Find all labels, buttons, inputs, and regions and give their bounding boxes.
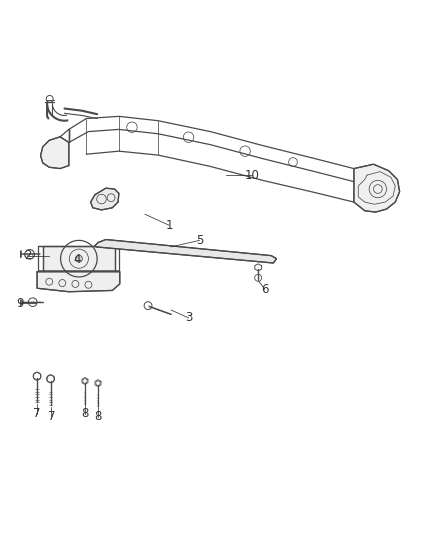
Text: 1: 1	[165, 219, 173, 232]
Text: 10: 10	[244, 168, 259, 182]
Text: 4: 4	[74, 254, 81, 266]
Text: 6: 6	[261, 282, 268, 296]
Text: 2: 2	[24, 249, 31, 262]
Polygon shape	[91, 188, 119, 210]
Text: 8: 8	[94, 410, 102, 423]
Text: 5: 5	[196, 234, 203, 247]
Polygon shape	[354, 164, 399, 212]
Polygon shape	[41, 137, 69, 168]
Text: 9: 9	[16, 297, 23, 310]
Circle shape	[75, 255, 82, 262]
Text: 3: 3	[185, 311, 192, 325]
Text: 7: 7	[48, 410, 55, 423]
Polygon shape	[43, 246, 115, 272]
Text: 8: 8	[81, 407, 88, 420]
Polygon shape	[95, 239, 276, 263]
Text: 7: 7	[33, 407, 41, 420]
Polygon shape	[37, 272, 120, 292]
